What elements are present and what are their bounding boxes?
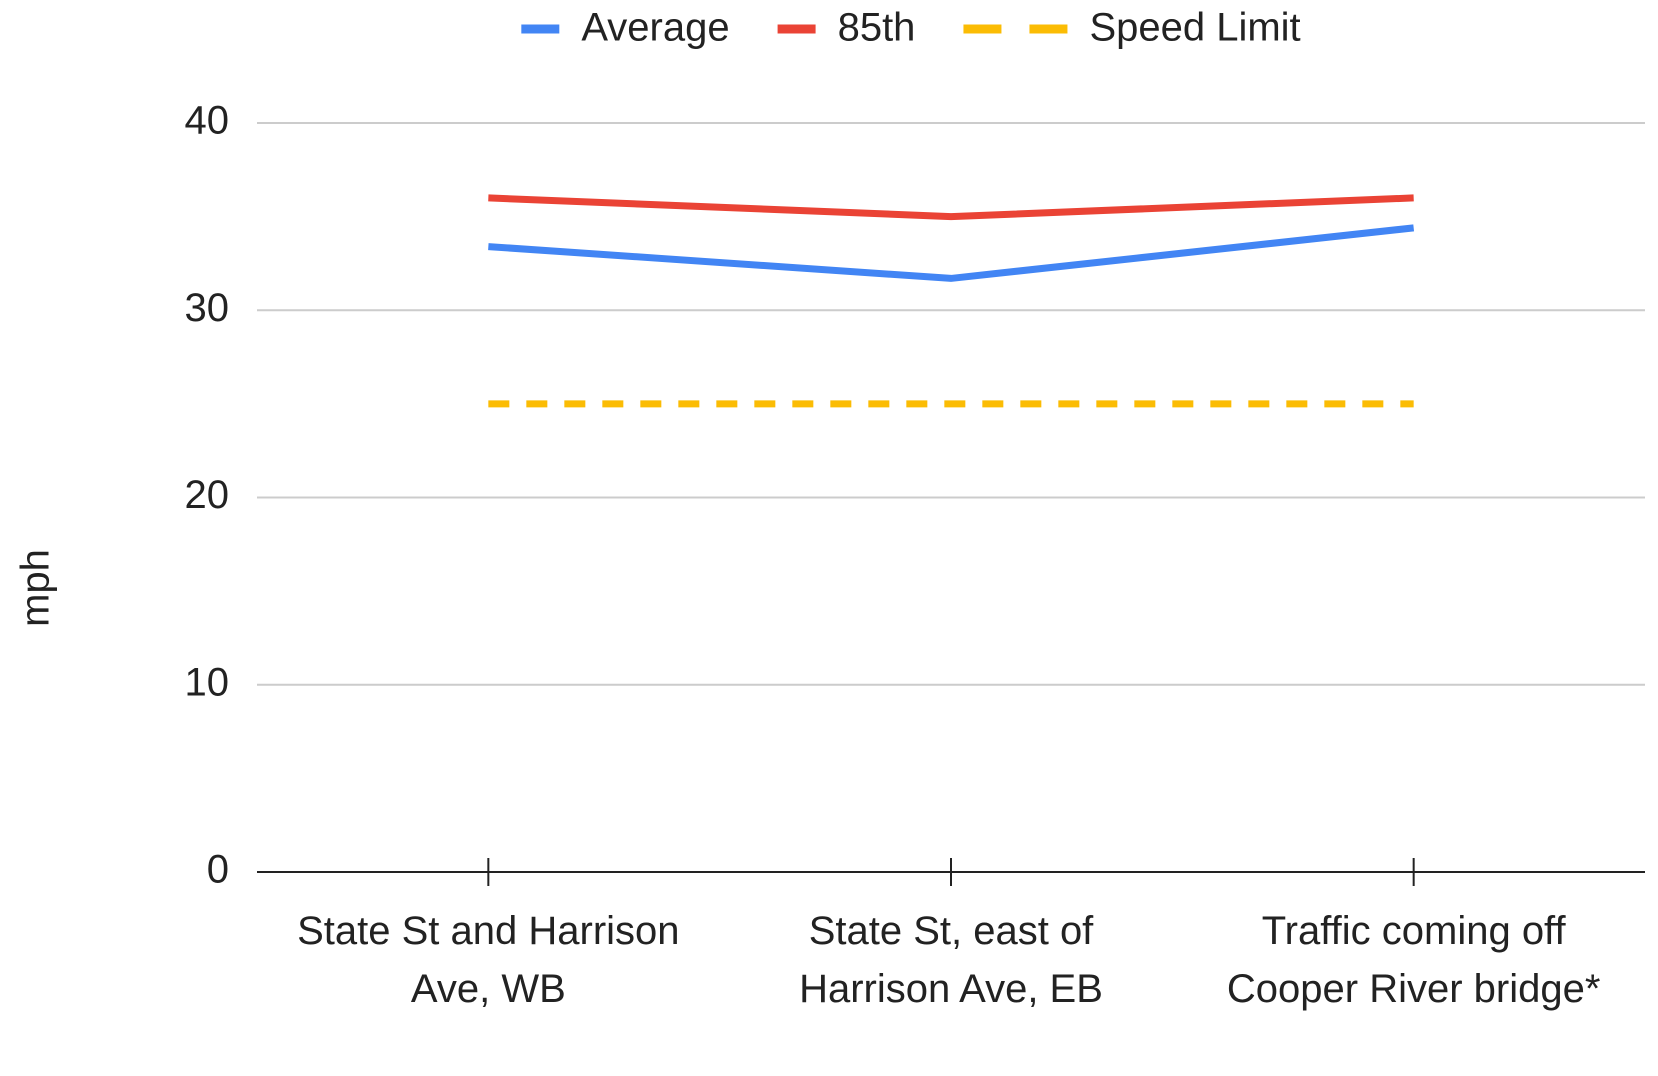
- series-line: [488, 224, 1415, 282]
- legend-label: Speed Limit: [1089, 6, 1300, 50]
- y-tick-label: 0: [207, 848, 229, 892]
- y-axis-label: mph: [14, 549, 58, 627]
- y-tick-label: 40: [185, 99, 230, 143]
- series-line: [488, 194, 1414, 221]
- y-tick-label: 10: [185, 660, 230, 704]
- x-tick-label: Traffic coming off Cooper River bridge*: [1226, 909, 1601, 1011]
- legend-label: 85th: [838, 6, 916, 50]
- x-tick-label: State St, east of Harrison Ave, EB: [799, 909, 1103, 1011]
- x-tick-label: State St and Harrison Ave, WB: [297, 909, 680, 1011]
- legend-label: Average: [581, 6, 729, 50]
- y-tick-label: 20: [185, 473, 230, 517]
- y-tick-label: 30: [185, 286, 230, 330]
